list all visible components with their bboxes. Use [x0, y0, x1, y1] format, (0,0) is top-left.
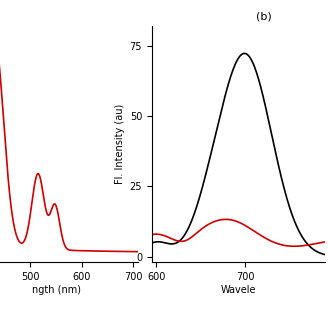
X-axis label: Wavele: Wavele	[220, 285, 256, 295]
Y-axis label: Fl. Intensity (au): Fl. Intensity (au)	[115, 104, 126, 184]
Text: (b): (b)	[256, 11, 271, 22]
X-axis label: ngth (nm): ngth (nm)	[31, 285, 81, 295]
